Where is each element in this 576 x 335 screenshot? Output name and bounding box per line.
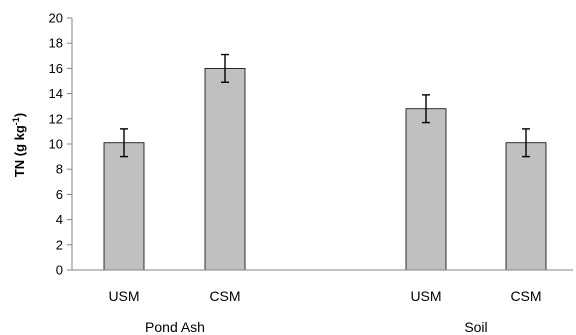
- y-tick-label: 4: [56, 212, 63, 227]
- y-tick-label: 14: [49, 86, 63, 101]
- group-label: Pond Ash: [145, 319, 205, 335]
- y-tick-label: 16: [49, 61, 63, 76]
- y-tick-label: 8: [56, 162, 63, 177]
- bar-soil-usm: [406, 109, 446, 270]
- y-tick-label: 20: [49, 11, 63, 26]
- y-tick-label: 0: [56, 263, 63, 278]
- bar-pond-ash-usm: [104, 143, 144, 270]
- y-axis-title-main: TN (g kg: [12, 125, 27, 177]
- category-label: CSM: [510, 288, 541, 304]
- y-tick-label: 2: [56, 237, 63, 252]
- y-axis-title-sup: -1: [11, 117, 21, 125]
- category-label: USM: [108, 288, 139, 304]
- bar-soil-csm: [506, 143, 546, 270]
- category-label: USM: [410, 288, 441, 304]
- y-tick-label: 12: [49, 111, 63, 126]
- y-tick-label: 10: [49, 137, 63, 152]
- svg-text:TN (g kg-1): TN (g kg-1): [11, 113, 27, 177]
- y-axis-title: TN (g kg-1): [11, 113, 27, 177]
- y-axis-title-close: ): [12, 113, 27, 117]
- category-label: CSM: [209, 288, 240, 304]
- y-tick-label: 18: [49, 36, 63, 51]
- group-label: Soil: [464, 319, 487, 335]
- y-tick-label: 6: [56, 187, 63, 202]
- bar-pond-ash-csm: [205, 68, 245, 270]
